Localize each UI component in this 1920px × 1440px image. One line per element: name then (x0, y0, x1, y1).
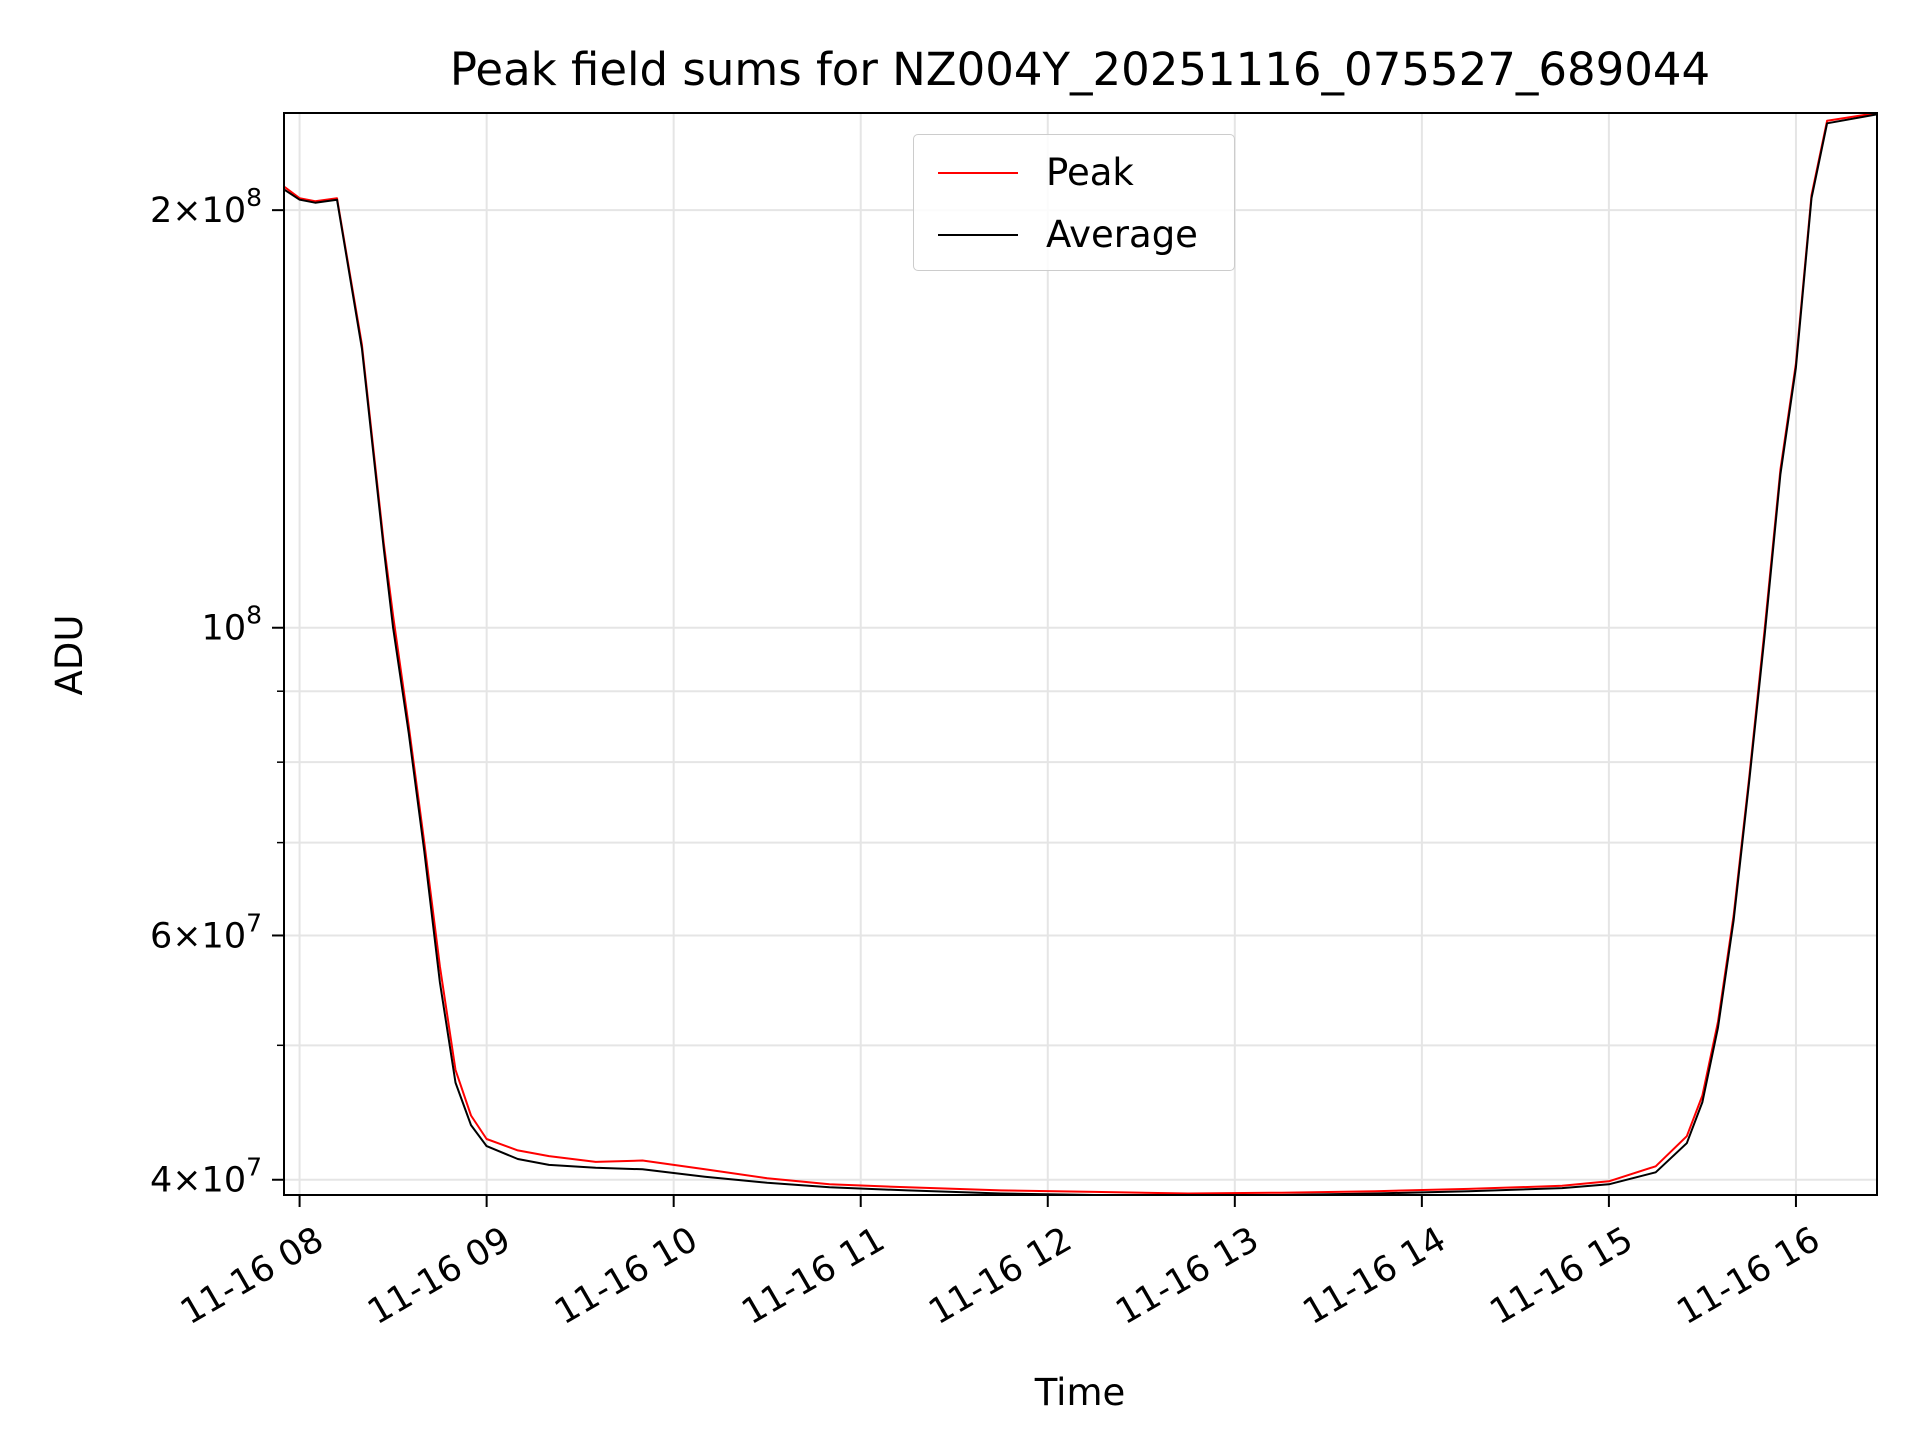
series-line-average (284, 113, 1877, 1195)
grid (284, 113, 1877, 1195)
x-tick-label: 11-16 11 (735, 1220, 891, 1333)
series-line-peak (284, 113, 1877, 1195)
x-tick-label: 11-16 12 (922, 1220, 1078, 1333)
y-tick-label: 2×108 (150, 183, 262, 231)
legend: Peak Average (913, 134, 1235, 271)
plot-frame (283, 112, 1878, 1196)
x-tick-label: 11-16 14 (1296, 1220, 1452, 1333)
legend-swatch-peak (938, 172, 1018, 174)
y-tick-label: 108 (202, 601, 262, 649)
x-tick-label: 11-16 15 (1484, 1220, 1640, 1333)
x-axis-label: Time (1034, 1371, 1126, 1414)
x-tick-label: 11-16 09 (361, 1220, 517, 1333)
y-axis-label: ADU (48, 615, 91, 696)
y-tick-label: 6×107 (150, 908, 262, 956)
x-axis: 11-16 08 11-16 09 11-16 10 11-16 11 11-16 12… (174, 1195, 1827, 1333)
x-tick-label: 11-16 16 (1671, 1220, 1827, 1333)
legend-label-average: Average (1046, 213, 1198, 256)
y-tick-label: 4×107 (150, 1153, 262, 1201)
legend-swatch-average (938, 234, 1018, 236)
legend-item-average: Average (914, 215, 1234, 255)
x-tick-label: 11-16 13 (1109, 1220, 1265, 1333)
series-layer (284, 113, 1877, 1195)
legend-item-peak: Peak (914, 153, 1234, 193)
x-tick-label: 11-16 10 (548, 1220, 704, 1333)
x-tick-label: 11-16 08 (174, 1220, 330, 1333)
chart-title: Peak field sums for NZ004Y_20251116_0755… (450, 43, 1710, 96)
y-axis: 4×107 6×107 108 2×108 (150, 183, 284, 1201)
legend-label-peak: Peak (1046, 151, 1134, 194)
